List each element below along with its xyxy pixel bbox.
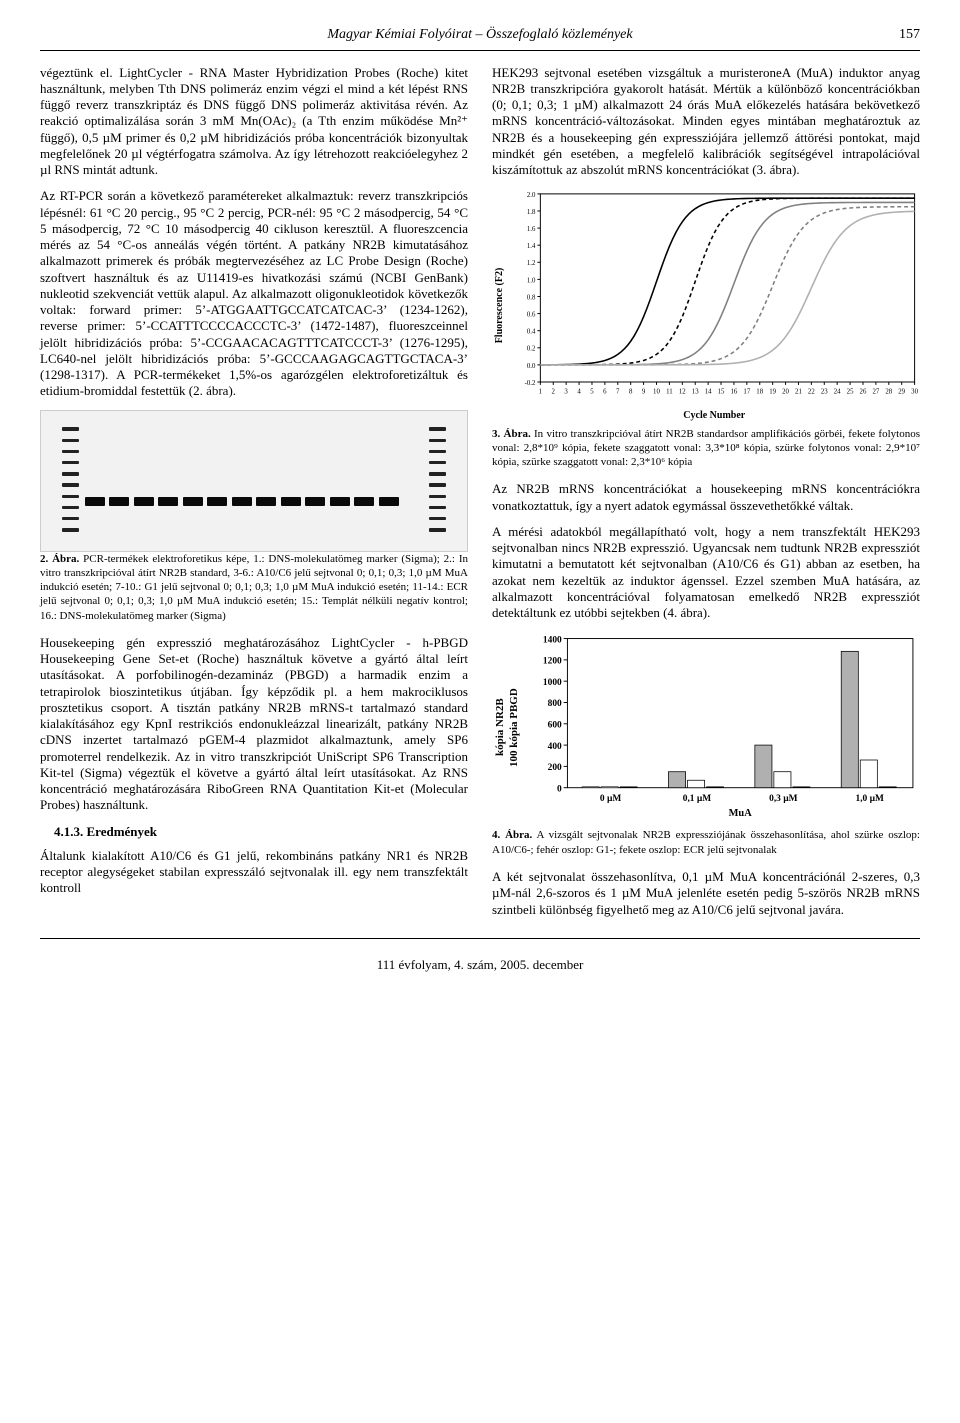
figure-2-caption-lead: 2. Ábra. xyxy=(40,553,79,565)
svg-text:800: 800 xyxy=(547,700,561,710)
svg-text:3: 3 xyxy=(564,389,568,396)
right-para-1: HEK293 sejtvonal esetében vizsgáltuk a m… xyxy=(492,65,920,179)
footer-rule xyxy=(40,938,920,939)
svg-text:7: 7 xyxy=(616,389,620,396)
svg-text:8: 8 xyxy=(628,389,632,396)
left-para-3: Housekeeping gén expresszió meghatározás… xyxy=(40,635,468,814)
left-para-4: Általunk kialakított A10/C6 és G1 jelű, … xyxy=(40,848,468,897)
right-para-3: A mérési adatokból megállapítható volt, … xyxy=(492,524,920,622)
svg-text:19: 19 xyxy=(769,389,776,396)
two-column-layout: végeztünk el. LightCycler - RNA Master H… xyxy=(40,65,920,928)
svg-text:0 µM: 0 µM xyxy=(599,794,620,804)
svg-text:17: 17 xyxy=(743,389,750,396)
figure-3-caption: 3. Ábra. In vitro transzkripcióval átírt… xyxy=(492,427,920,470)
svg-text:4: 4 xyxy=(577,389,581,396)
figure-4-svg: 0 200 400 600 800 1000 1200 1400 0 µM 0,1 µM 0,3 µ… xyxy=(524,631,920,820)
header-rule xyxy=(40,50,920,51)
svg-text:14: 14 xyxy=(704,389,711,396)
svg-text:30: 30 xyxy=(911,389,918,396)
svg-text:0.2: 0.2 xyxy=(526,346,535,353)
svg-text:13: 13 xyxy=(691,389,698,396)
figure-3-ylabel: Fluorescence (F2) xyxy=(492,188,509,422)
svg-text:0.4: 0.4 xyxy=(526,329,535,336)
figure-4-chart: kópia NR2B 100 kópia PBGD 0 200 400 600 800 1… xyxy=(492,631,920,824)
figure-3-chart: Fluorescence (F2) -0.2 0.0 0.2 0.4 0.6 0.8 1.0… xyxy=(492,188,920,422)
figure-3-caption-lead: 3. Ábra. xyxy=(492,428,531,440)
svg-text:0,1 µM: 0,1 µM xyxy=(682,794,711,804)
svg-text:1.6: 1.6 xyxy=(526,226,535,233)
svg-text:2: 2 xyxy=(551,389,555,396)
figure-2-caption-text: PCR-termékek elektroforetikus képe, 1.: … xyxy=(40,553,468,622)
svg-text:27: 27 xyxy=(872,389,879,396)
left-para-2: Az RT-PCR során a következő paramétereke… xyxy=(40,188,468,399)
svg-text:200: 200 xyxy=(547,764,561,774)
svg-text:11: 11 xyxy=(666,389,673,396)
svg-text:2.0: 2.0 xyxy=(526,192,535,199)
right-column: HEK293 sejtvonal esetében vizsgáltuk a m… xyxy=(492,65,920,928)
svg-text:600: 600 xyxy=(547,721,561,731)
svg-text:1.8: 1.8 xyxy=(526,209,535,216)
figure-4-caption-text: A vizsgált sejtvonalak NR2B expressziójá… xyxy=(492,829,920,855)
svg-text:18: 18 xyxy=(756,389,763,396)
svg-text:26: 26 xyxy=(859,389,866,396)
svg-text:1: 1 xyxy=(538,389,542,396)
svg-text:22: 22 xyxy=(807,389,814,396)
svg-text:0.8: 0.8 xyxy=(526,295,535,302)
svg-text:24: 24 xyxy=(833,389,840,396)
svg-text:1,0 µM: 1,0 µM xyxy=(855,794,884,804)
svg-text:-0.2: -0.2 xyxy=(524,380,535,387)
svg-text:29: 29 xyxy=(898,389,905,396)
figure-2-gel-image xyxy=(40,410,468,552)
figure-4-caption: 4. Ábra. A vizsgált sejtvonalak NR2B exp… xyxy=(492,828,920,857)
svg-text:20: 20 xyxy=(782,389,789,396)
figure-3-caption-text: In vitro transzkripcióval átírt NR2B sta… xyxy=(492,428,920,469)
svg-text:9: 9 xyxy=(641,389,645,396)
svg-text:0.0: 0.0 xyxy=(526,363,535,370)
svg-text:1200: 1200 xyxy=(542,657,561,667)
svg-text:0.6: 0.6 xyxy=(526,312,535,319)
section-heading-4-1-3: 4.1.3. Eredmények xyxy=(54,824,468,840)
svg-text:15: 15 xyxy=(717,389,724,396)
svg-text:28: 28 xyxy=(885,389,892,396)
running-head: Magyar Kémiai Folyóirat – Összefoglaló k… xyxy=(40,26,920,44)
svg-text:5: 5 xyxy=(590,389,594,396)
svg-text:1.4: 1.4 xyxy=(526,243,535,250)
svg-text:6: 6 xyxy=(603,389,607,396)
svg-text:MuA: MuA xyxy=(728,808,752,819)
right-para-4: A két sejtvonalat összehasonlítva, 0,1 µ… xyxy=(492,869,920,918)
svg-text:10: 10 xyxy=(653,389,660,396)
svg-text:16: 16 xyxy=(730,389,737,396)
svg-text:25: 25 xyxy=(846,389,853,396)
svg-text:0,3 µM: 0,3 µM xyxy=(769,794,798,804)
svg-text:1.2: 1.2 xyxy=(526,260,535,267)
page-number: 157 xyxy=(899,26,920,44)
footer: 111 évfolyam, 4. szám, 2005. december xyxy=(40,957,920,973)
svg-text:400: 400 xyxy=(547,742,561,752)
svg-text:1400: 1400 xyxy=(542,636,561,646)
figure-3-xlabel: Cycle Number xyxy=(509,410,921,423)
figure-4-caption-lead: 4. Ábra. xyxy=(492,829,532,841)
svg-text:12: 12 xyxy=(678,389,685,396)
figure-4-ylabel: kópia NR2B 100 kópia PBGD xyxy=(492,631,524,824)
svg-text:0: 0 xyxy=(557,785,562,795)
svg-text:23: 23 xyxy=(820,389,827,396)
svg-text:1.0: 1.0 xyxy=(526,278,535,285)
figure-2-caption: 2. Ábra. PCR-termékek elektroforetikus k… xyxy=(40,552,468,623)
figure-3-svg: -0.20.00.20.40.60.81.01.21.41.61.82.0123… xyxy=(509,188,920,404)
running-title: Magyar Kémiai Folyóirat – Összefoglaló k… xyxy=(327,27,632,42)
right-para-2: Az NR2B mRNS koncentrációkat a housekeep… xyxy=(492,481,920,514)
svg-text:1000: 1000 xyxy=(542,678,561,688)
svg-text:21: 21 xyxy=(795,389,802,396)
left-para-1: végeztünk el. LightCycler - RNA Master H… xyxy=(40,65,468,179)
left-column: végeztünk el. LightCycler - RNA Master H… xyxy=(40,65,468,928)
